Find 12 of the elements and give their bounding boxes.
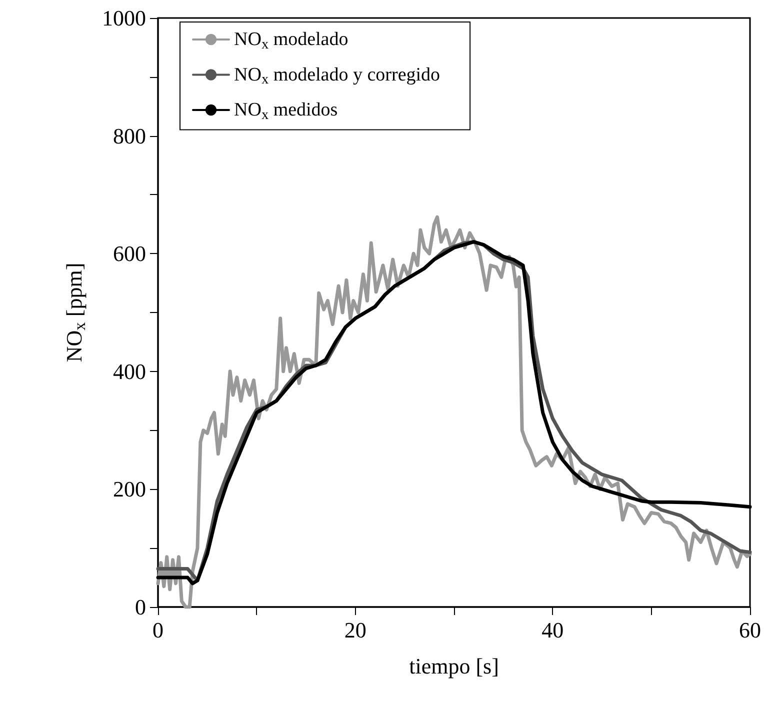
x-tick-label: 0 <box>152 618 164 642</box>
y-tick-label: 400 <box>113 358 146 384</box>
y-tick-label: 200 <box>113 476 146 502</box>
y-axis-title: NOx [ppm] <box>62 262 89 362</box>
y-tick-label: 0 <box>135 594 146 620</box>
x-tick-label: 60 <box>739 618 761 642</box>
y-tick-label: 600 <box>113 241 146 266</box>
y-tick-label: 800 <box>113 123 146 148</box>
x-tick-label: 20 <box>344 618 366 642</box>
x-axis-title: tiempo [s] <box>409 654 499 678</box>
x-tick-label: 40 <box>542 618 564 642</box>
y-tick-label: 1000 <box>102 6 146 30</box>
